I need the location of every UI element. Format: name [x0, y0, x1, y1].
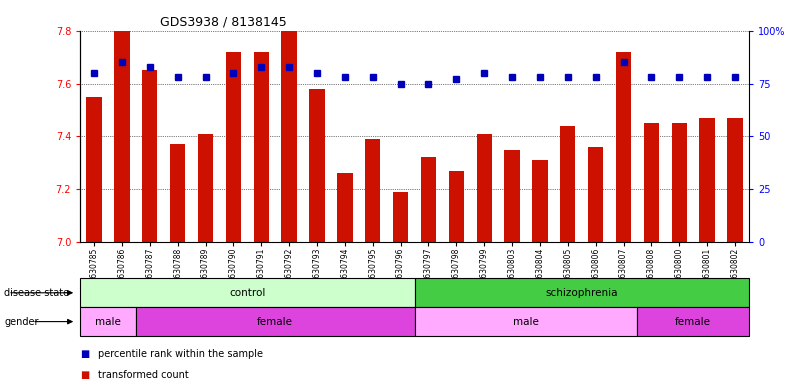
- Bar: [87, 97, 102, 242]
- Bar: [421, 157, 436, 242]
- Text: ■: ■: [80, 370, 90, 380]
- Bar: [80, 307, 136, 336]
- Bar: [415, 278, 749, 307]
- Bar: [727, 118, 743, 242]
- Text: female: female: [675, 316, 711, 327]
- Text: schizophrenia: schizophrenia: [545, 288, 618, 298]
- Bar: [309, 89, 324, 242]
- Bar: [226, 52, 241, 242]
- Bar: [616, 52, 631, 242]
- Text: transformed count: transformed count: [98, 370, 188, 380]
- Bar: [477, 134, 492, 242]
- Bar: [588, 147, 603, 242]
- Bar: [115, 31, 130, 242]
- Text: GDS3938 / 8138145: GDS3938 / 8138145: [160, 15, 287, 28]
- Bar: [198, 134, 213, 242]
- Bar: [365, 139, 380, 242]
- Text: control: control: [229, 288, 265, 298]
- Bar: [560, 126, 575, 242]
- Bar: [671, 123, 687, 242]
- Text: male: male: [513, 316, 539, 327]
- Text: ■: ■: [80, 349, 90, 359]
- Text: gender: gender: [4, 316, 38, 327]
- Text: male: male: [95, 316, 121, 327]
- Bar: [505, 149, 520, 242]
- Bar: [449, 170, 464, 242]
- Bar: [254, 52, 269, 242]
- Bar: [281, 31, 297, 242]
- Bar: [699, 118, 714, 242]
- Bar: [393, 192, 409, 242]
- Bar: [415, 307, 638, 336]
- Bar: [532, 160, 548, 242]
- Text: percentile rank within the sample: percentile rank within the sample: [98, 349, 263, 359]
- Bar: [170, 144, 185, 242]
- Bar: [80, 278, 415, 307]
- Text: disease state: disease state: [4, 288, 69, 298]
- Bar: [644, 123, 659, 242]
- Bar: [142, 70, 158, 242]
- Bar: [136, 307, 415, 336]
- Bar: [337, 173, 352, 242]
- Text: female: female: [257, 316, 293, 327]
- Bar: [638, 307, 749, 336]
